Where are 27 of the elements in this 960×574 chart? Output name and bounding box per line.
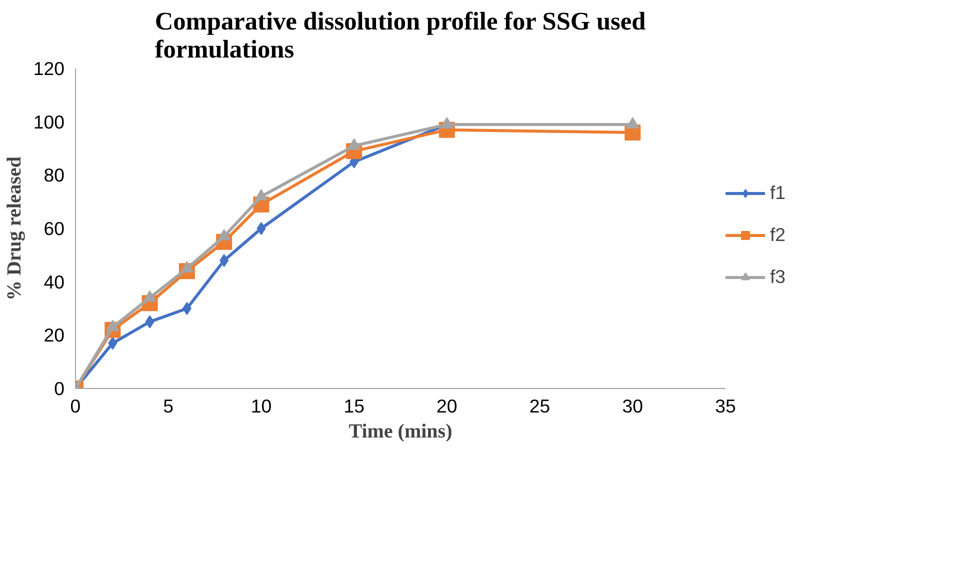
point (145, 315, 154, 328)
x-tick-label: 5 (163, 396, 174, 416)
y-tick-label: 20 (44, 324, 65, 346)
y-tick-label: 60 (44, 218, 65, 239)
point (182, 302, 192, 315)
x-tick-label: 20 (436, 396, 458, 416)
y-tick-label: 0 (54, 378, 65, 399)
x-tick-label: 30 (622, 396, 644, 416)
legend-label: f2 (770, 224, 787, 246)
legend-label: f1 (770, 182, 787, 204)
y-axis-title: % Drug released (3, 156, 26, 301)
y-tick-label: 40 (44, 271, 65, 292)
x-axis-title: Time (mins) (348, 420, 452, 442)
point (220, 254, 229, 267)
y-tick-label: 80 (44, 164, 65, 186)
x-tick-label: 10 (250, 396, 272, 416)
point (256, 222, 266, 235)
y-tick-label: 120 (33, 58, 65, 79)
x-tick-label: 0 (70, 396, 81, 416)
legend-label: f3 (770, 266, 787, 288)
chart-title: Comparative dissolution profile for SSG used formulations (154, 8, 646, 64)
y-tick-label: 100 (33, 111, 65, 132)
x-tick-label: 35 (715, 396, 736, 416)
x-tick-label: 25 (529, 396, 550, 416)
point (106, 320, 120, 332)
point (108, 336, 118, 350)
x-tick-label: 15 (344, 396, 364, 416)
